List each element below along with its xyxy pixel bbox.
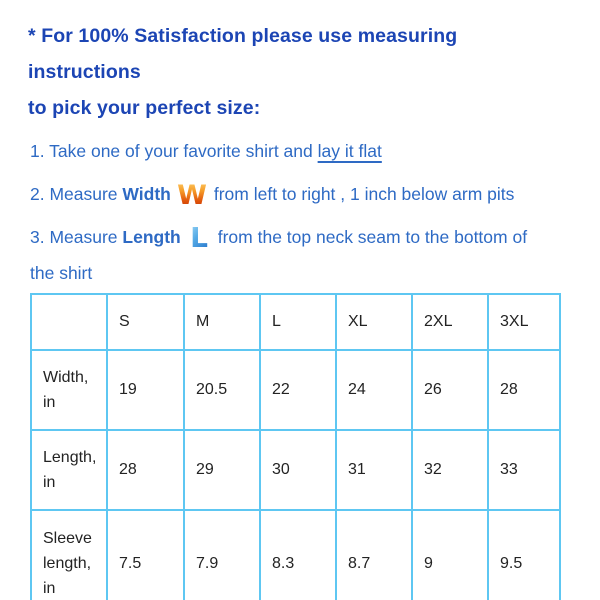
sleeve-value-2xl: 9: [411, 509, 489, 600]
length-value-s: 28: [106, 429, 185, 511]
width-row-label: Width, in: [30, 349, 108, 431]
instruction-3-text: 3. Measure: [30, 227, 123, 247]
size-col-empty: [30, 293, 108, 351]
heading-line2: to pick your perfect size:: [28, 97, 261, 119]
width-value-xl: 24: [335, 349, 413, 431]
width-value-2xl: 26: [411, 349, 489, 431]
length-letter-l-icon: L: [189, 221, 208, 255]
size-col-l: L: [259, 293, 337, 351]
width-row: Width, in 19 20.5 22 24 26 28: [30, 349, 561, 431]
sleeve-value-s: 7.5: [106, 509, 185, 600]
sleeve-value-xl: 8.7: [335, 509, 413, 600]
size-chart-header-row: S M L XL 2XL 3XL: [30, 293, 561, 351]
sleeve-value-m: 7.9: [183, 509, 261, 600]
length-row: Length, in 28 29 30 31 32 33: [30, 429, 561, 511]
size-col-xl: XL: [335, 293, 413, 351]
size-col-m: M: [183, 293, 261, 351]
width-value-s: 19: [106, 349, 185, 431]
size-col-2xl: 2XL: [411, 293, 489, 351]
length-value-l: 30: [259, 429, 337, 511]
size-col-s: S: [106, 293, 185, 351]
size-chart-table: S M L XL 2XL 3XL Width, in 19 20.5 22 24…: [30, 293, 561, 600]
length-letter-glyph: L: [190, 221, 208, 253]
instruction-1-text: 1. Take one of your favorite shirt and: [30, 141, 318, 161]
length-value-m: 29: [183, 429, 261, 511]
width-value-m: 20.5: [183, 349, 261, 431]
sleeve-row-label: Sleeve length, in: [30, 509, 108, 600]
sleeve-length-row: Sleeve length, in 7.5 7.9 8.3 8.7 9 9.5: [30, 509, 561, 600]
width-letter-w-icon: W: [176, 180, 207, 212]
width-letter-glyph: W: [177, 180, 207, 210]
heading-line1: * For 100% Satisfaction please use measu…: [28, 25, 458, 83]
length-keyword: Length: [122, 227, 181, 247]
length-value-3xl: 33: [487, 429, 561, 511]
lay-it-flat-link[interactable]: lay it flat: [317, 141, 382, 161]
width-value-l: 22: [259, 349, 337, 431]
instruction-3-suffix: from the top neck seam to the bottom of: [217, 227, 528, 247]
sleeve-value-3xl: 9.5: [487, 509, 561, 600]
length-value-xl: 31: [335, 429, 413, 511]
width-keyword: Width: [122, 184, 171, 204]
width-value-3xl: 28: [487, 349, 561, 431]
sleeve-value-l: 8.3: [259, 509, 337, 600]
instruction-2-suffix: from left to right , 1 inch below arm pi…: [213, 184, 515, 204]
instruction-step-1: 1. Take one of your favorite shirt and l…: [30, 133, 574, 169]
satisfaction-heading: * For 100% Satisfaction please use measu…: [28, 18, 574, 126]
length-row-label: Length, in: [30, 429, 108, 511]
instruction-2-text: 2. Measure: [30, 184, 123, 204]
length-value-2xl: 32: [411, 429, 489, 511]
size-col-3xl: 3XL: [487, 293, 561, 351]
instruction-3-line2: the shirt: [30, 263, 93, 283]
